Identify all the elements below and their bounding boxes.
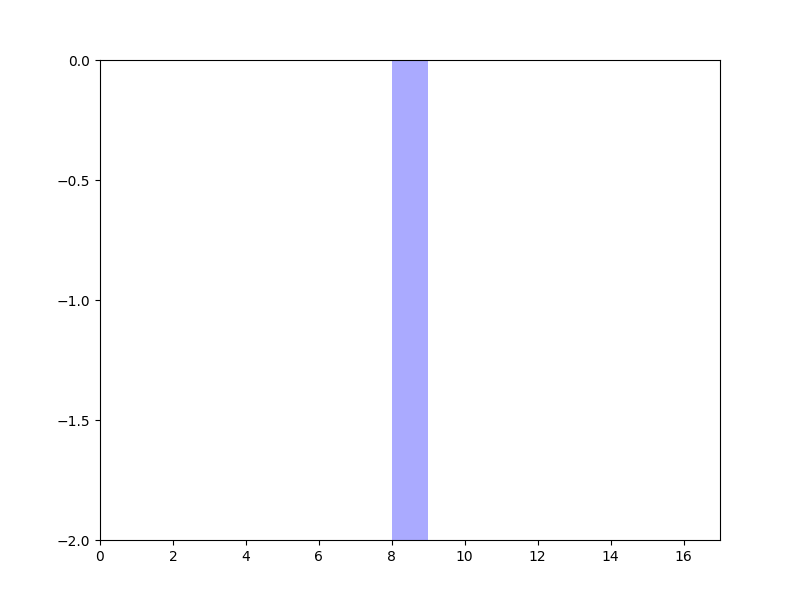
Bar: [392, 60, 428, 540]
